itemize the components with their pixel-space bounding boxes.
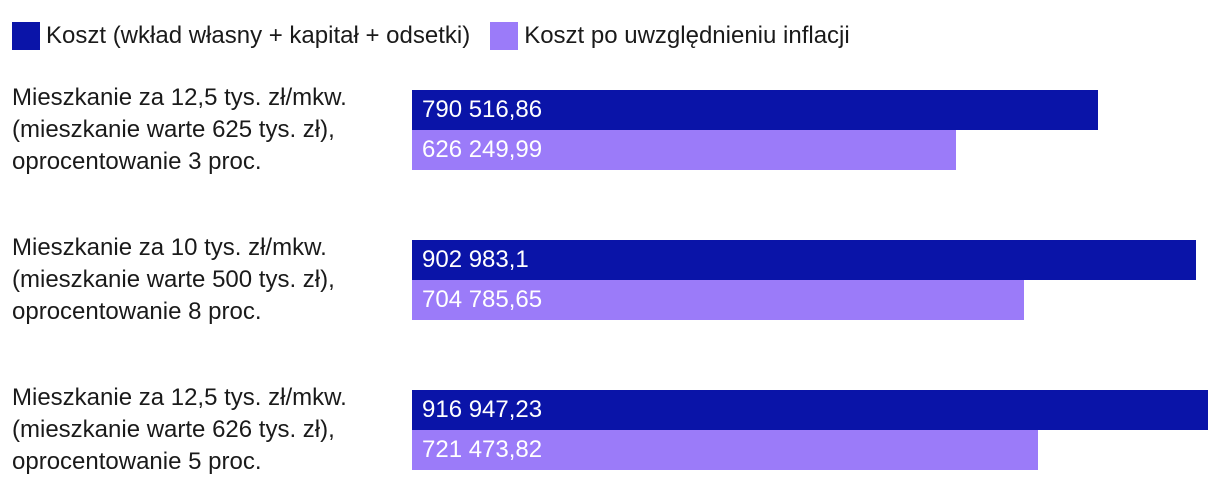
bar-cost-inflation: 704 785,65 — [412, 280, 1024, 320]
legend-label-cost: Koszt (wkład własny + kapitał + odsetki) — [46, 22, 471, 49]
legend-swatch-inflation — [490, 22, 519, 50]
legend-item-inflation: Koszt po uwzględnieniu inflacji — [490, 22, 850, 50]
bar-value-label: 704 785,65 — [422, 286, 543, 313]
bar-cost: 790 516,86 — [412, 90, 1098, 130]
bar-value-label: 790 516,86 — [422, 96, 543, 123]
chart-legend: Koszt (wkład własny + kapitał + odsetki)… — [12, 22, 870, 50]
category-label: Mieszkanie za 12,5 tys. zł/mkw. (mieszka… — [12, 384, 347, 475]
bar-value-label: 626 249,99 — [422, 136, 543, 163]
bar-value-label: 902 983,1 — [422, 246, 529, 273]
bar-cost: 902 983,1 — [412, 240, 1196, 280]
category-label: Mieszkanie za 12,5 tys. zł/mkw. (mieszka… — [12, 84, 347, 175]
legend-item-cost: Koszt (wkład własny + kapitał + odsetki) — [12, 22, 470, 50]
legend-swatch-cost — [12, 22, 40, 50]
bar-value-label: 721 473,82 — [422, 436, 543, 463]
legend-label-inflation: Koszt po uwzględnieniu inflacji — [524, 22, 850, 49]
bar-value-label: 916 947,23 — [422, 396, 543, 423]
bar-cost-inflation: 626 249,99 — [412, 130, 956, 170]
bar-cost: 916 947,23 — [412, 390, 1208, 430]
category-label: Mieszkanie za 10 tys. zł/mkw. (mieszkani… — [12, 234, 335, 325]
bar-cost-inflation: 721 473,82 — [412, 430, 1038, 470]
